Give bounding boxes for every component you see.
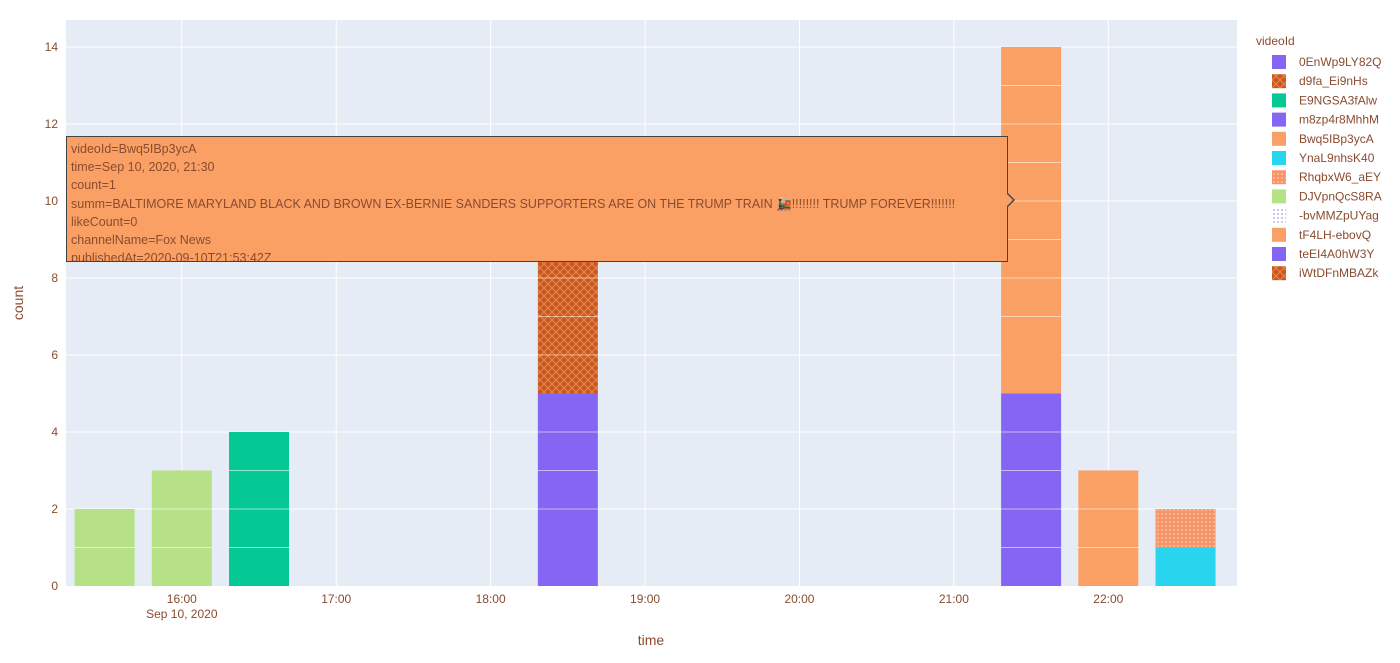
x-tick-label: 17:00 xyxy=(321,592,351,606)
legend-swatch xyxy=(1272,55,1286,69)
bar-segment[interactable] xyxy=(1155,508,1216,548)
legend-swatch xyxy=(1272,189,1286,204)
legend-item[interactable]: DJVpnQcS8RA xyxy=(1272,189,1382,204)
y-tick-label: 14 xyxy=(45,40,59,54)
legend: videoId 0EnWp9LY82Q d9fa_Ei9nHs E9NGSA3fAl… xyxy=(1256,34,1382,281)
bar-segment[interactable] xyxy=(1155,547,1216,586)
legend-label: iWtDFnMBAZk xyxy=(1299,266,1379,280)
tooltip-arrow-fill xyxy=(1006,193,1013,207)
legend-label: teEI4A0hW3Y xyxy=(1299,247,1374,261)
tooltip-line: likeCount=0 xyxy=(71,214,138,229)
bar-segment[interactable] xyxy=(537,547,598,586)
legend-swatch xyxy=(1272,247,1286,261)
legend-item[interactable]: teEI4A0hW3Y xyxy=(1272,247,1374,261)
legend-title: videoId xyxy=(1256,34,1295,48)
y-tick-label: 2 xyxy=(51,502,58,516)
tooltip-line: channelName=Fox News xyxy=(71,232,211,247)
legend-label: YnaL9nhsK40 xyxy=(1299,151,1375,165)
x-tick-sublabel: Sep 10, 2020 xyxy=(146,607,218,621)
x-tick-label: 16:00 xyxy=(167,592,197,606)
gridlines xyxy=(66,20,1237,586)
legend-label: E9NGSA3fAlw xyxy=(1299,93,1377,107)
bar-segment[interactable] xyxy=(151,470,212,586)
x-tick-label: 20:00 xyxy=(784,592,814,606)
legend-item[interactable]: YnaL9nhsK40 xyxy=(1272,151,1375,165)
legend-label: 0EnWp9LY82Q xyxy=(1299,55,1382,69)
legend-item[interactable]: -bvMMZpUYag xyxy=(1272,208,1379,223)
y-tick-label: 8 xyxy=(51,271,58,285)
bar-segment[interactable] xyxy=(1001,46,1062,394)
legend-label: Bwq5IBp3ycA xyxy=(1299,132,1374,146)
legend-label: DJVpnQcS8RA xyxy=(1299,189,1382,203)
tooltip-line: videoId=Bwq5IBp3ycA xyxy=(71,142,197,156)
x-tick-label: 19:00 xyxy=(630,592,660,606)
legend-item[interactable]: iWtDFnMBAZk xyxy=(1272,266,1379,281)
bar-segment[interactable] xyxy=(1078,470,1139,586)
hover-tooltip: videoId=Bwq5IBp3ycA time=Sep 10, 2020, 2… xyxy=(66,136,1008,262)
y-tick-label: 0 xyxy=(51,579,58,593)
legend-item[interactable]: E9NGSA3fAlw xyxy=(1272,93,1377,108)
x-tick-label: 22:00 xyxy=(1093,592,1123,606)
y-tick-label: 4 xyxy=(51,425,58,439)
tooltip-line: summ=BALTIMORE MARYLAND BLACK AND BROWN … xyxy=(71,196,956,211)
y-axis-title: count xyxy=(10,286,26,320)
legend-label: -bvMMZpUYag xyxy=(1299,209,1379,223)
legend-swatch xyxy=(1272,112,1286,127)
legend-item[interactable]: 0EnWp9LY82Q xyxy=(1272,55,1382,69)
legend-swatch xyxy=(1272,151,1286,165)
legend-swatch xyxy=(1272,227,1286,242)
legend-item[interactable]: d9fa_Ei9nHs xyxy=(1272,74,1368,89)
legend-swatch xyxy=(1272,74,1286,89)
legend-label: d9fa_Ei9nHs xyxy=(1299,74,1368,88)
legend-label: m8zp4r8MhhM xyxy=(1299,113,1379,127)
legend-item[interactable]: tF4LH-ebovQ xyxy=(1272,227,1371,242)
legend-swatch xyxy=(1272,131,1286,146)
tooltip-line: time=Sep 10, 2020, 21:30 xyxy=(71,160,215,175)
legend-item[interactable]: Bwq5IBp3ycA xyxy=(1272,131,1374,146)
x-axis-title: time xyxy=(638,632,665,648)
legend-swatch xyxy=(1272,170,1286,185)
tooltip-line: publishedAt=2020-09-10T21:53:42Z xyxy=(71,251,272,262)
legend-label: tF4LH-ebovQ xyxy=(1299,228,1371,242)
y-tick-label: 10 xyxy=(45,194,59,208)
x-tick-label: 18:00 xyxy=(476,592,506,606)
legend-label: RhqbxW6_aEY xyxy=(1299,170,1381,184)
y-tick-label: 12 xyxy=(45,117,59,131)
y-axis-ticks: 0 2 4 6 8 10 12 14 xyxy=(45,40,59,593)
legend-item[interactable]: m8zp4r8MhhM xyxy=(1272,112,1379,127)
legend-item[interactable]: RhqbxW6_aEY xyxy=(1272,170,1381,185)
legend-swatch xyxy=(1272,93,1286,108)
legend-swatch xyxy=(1272,266,1286,281)
bar-segment[interactable] xyxy=(1001,393,1062,586)
x-tick-label: 21:00 xyxy=(939,592,969,606)
legend-swatch xyxy=(1272,208,1286,223)
y-tick-label: 6 xyxy=(51,348,58,362)
tooltip-line: count=1 xyxy=(71,178,116,193)
